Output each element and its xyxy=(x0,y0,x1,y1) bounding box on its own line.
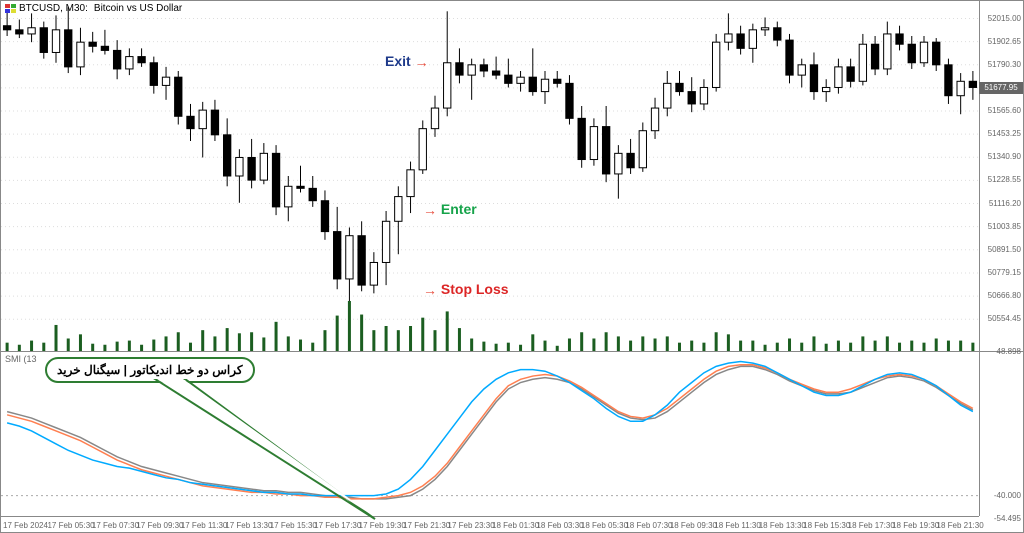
main-price-chart[interactable] xyxy=(1,1,979,351)
stoploss-label: Stop Loss xyxy=(441,281,509,297)
exit-label: Exit xyxy=(385,53,411,69)
chart-description: Bitcoin vs US Dollar xyxy=(94,3,182,14)
chart-header: BTCUSD, M30: Bitcoin vs US Dollar xyxy=(5,3,182,14)
callout-tail xyxy=(115,379,395,529)
stoploss-annotation: → Stop Loss xyxy=(423,281,509,298)
indicator-label: SMI (13 xyxy=(5,354,37,364)
arrow-icon: → xyxy=(423,202,437,218)
enter-label: Enter xyxy=(441,201,477,217)
callout-text: کراس دو خط اندیکاتور | سیگنال خرید xyxy=(57,363,243,377)
volume-svg xyxy=(1,301,979,351)
volume-panel xyxy=(1,301,979,351)
chart-container: BTCUSD, M30: Bitcoin vs US Dollar 52015.… xyxy=(0,0,1024,533)
signal-callout: کراس دو خط اندیکاتور | سیگنال خرید xyxy=(45,357,255,383)
exit-annotation: Exit → xyxy=(385,53,429,70)
symbol-icon xyxy=(5,4,17,14)
chart-symbol: BTCUSD, M30: xyxy=(19,3,88,14)
arrow-icon: → xyxy=(415,54,429,70)
candlestick-svg xyxy=(1,1,979,351)
arrow-icon: → xyxy=(423,282,437,298)
indicator-axis: 48.898-40.000-54.495 xyxy=(979,351,1023,516)
enter-annotation: → Enter xyxy=(423,201,477,218)
price-axis: 52015.0051902.6551790.3051677.9551565.60… xyxy=(979,1,1023,351)
